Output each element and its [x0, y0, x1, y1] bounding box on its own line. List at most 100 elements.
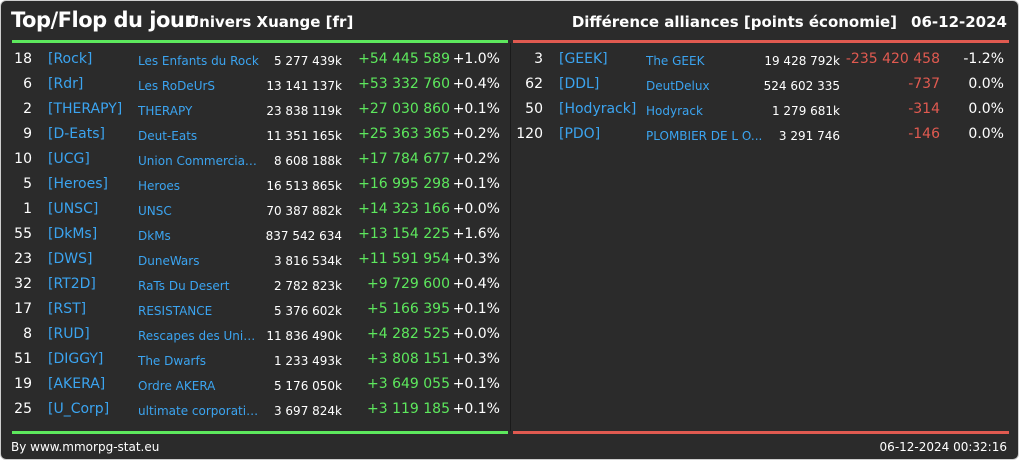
- header-right: Différence alliances [points économie] 06…: [572, 13, 1007, 31]
- alliance-tag-link[interactable]: [Heroes]: [48, 176, 108, 192]
- list-item: 25 [U_Corp] ultimate corporation 3 697 824k…: [12, 398, 508, 423]
- alliance-name-link[interactable]: Les RoDeUrS: [138, 79, 216, 93]
- rank: 55: [14, 226, 32, 242]
- rank: 9: [23, 126, 32, 142]
- percent: +0.0%: [452, 326, 500, 342]
- difference: +11 591 954: [358, 251, 450, 267]
- difference: +25 363 365: [358, 126, 450, 142]
- alliance-name-link[interactable]: Heroes: [138, 179, 181, 193]
- rank: 23: [14, 251, 32, 267]
- alliance-name-link[interactable]: UNSC: [138, 204, 172, 218]
- points: 5 277 439k: [273, 54, 342, 68]
- alliance-tag-link[interactable]: [DkMs]: [48, 226, 98, 242]
- top-losers-list: 3 [GEEK] The GEEK 19 428 792k -235 420 458 -1…: [513, 48, 1009, 148]
- difference: +3 119 185: [367, 401, 450, 417]
- alliance-tag-link[interactable]: [D-Eats]: [48, 126, 105, 142]
- rank: 6: [23, 76, 32, 92]
- points: 3 816 534k: [273, 254, 342, 268]
- list-item: 5 [Heroes] Heroes 16 513 865k +16 995 298 +0.…: [12, 173, 508, 198]
- alliance-tag-link[interactable]: [THERAPY]: [48, 101, 123, 117]
- difference: +9 729 600: [367, 276, 450, 292]
- alliance-name-link[interactable]: The Dwarfs: [138, 354, 206, 368]
- list-item: 17 [RST] RESISTANCE 5 376 602k +5 166 395 +0.…: [12, 298, 508, 323]
- alliance-name-link[interactable]: RESISTANCE: [138, 304, 213, 318]
- list-item: 18 [Rock] Les Enfants du Rock 5 277 439k +54…: [12, 48, 508, 73]
- list-item: 19 [AKERA] Ordre AKERA 5 176 050k +3 649 055…: [12, 373, 508, 398]
- list-item: 8 [RUD] Rescapes des Univ... 11 836 490k +4 …: [12, 323, 508, 348]
- rank: 10: [14, 151, 32, 167]
- list-item: 10 [UCG] Union Commerciale... 8 608 188k +17…: [12, 148, 508, 173]
- difference: +27 030 860: [358, 101, 450, 117]
- alliance-name-link[interactable]: Deut-Eats: [138, 129, 198, 143]
- percent: 0.0%: [968, 76, 1004, 92]
- alliance-tag-link[interactable]: [PDO]: [559, 126, 601, 142]
- rank: 18: [14, 51, 32, 67]
- alliance-tag-link[interactable]: [GEEK]: [559, 51, 608, 67]
- difference: +14 323 166: [358, 201, 450, 217]
- generated-timestamp: 06-12-2024 00:32:16: [879, 440, 1007, 454]
- alliance-tag-link[interactable]: [UNSC]: [48, 201, 99, 217]
- list-item: 120 [PDO] PLOMBIER DE L O... 3 291 746 -146 0…: [513, 123, 1009, 148]
- difference: +17 784 677: [358, 151, 450, 167]
- alliance-name-link[interactable]: THERAPY: [138, 104, 193, 118]
- alliance-tag-link[interactable]: [DIGGY]: [48, 351, 104, 367]
- page-title: Top/Flop du jour: [11, 8, 195, 32]
- list-item: 62 [DDL] DeutDelux 524 602 335 -737 0.0%: [513, 73, 1009, 98]
- list-item: 6 [Rdr] Les RoDeUrS 13 141 137k +53 332 760 +…: [12, 73, 508, 98]
- difference: -146: [908, 126, 940, 142]
- bottom-divider-loss: [513, 431, 1009, 434]
- points: 23 838 119k: [266, 104, 342, 118]
- alliance-name-link[interactable]: ultimate corporation: [138, 404, 260, 418]
- points: 70 387 882k: [266, 204, 342, 218]
- alliance-tag-link[interactable]: [UCG]: [48, 151, 90, 167]
- alliance-name-link[interactable]: Ordre AKERA: [138, 379, 216, 393]
- difference: +54 445 589: [358, 51, 450, 67]
- rank: 51: [14, 351, 32, 367]
- difference: +16 995 298: [358, 176, 450, 192]
- difference: +5 166 395: [367, 301, 450, 317]
- alliance-tag-link[interactable]: [Rock]: [48, 51, 93, 67]
- alliance-tag-link[interactable]: [Hodyrack]: [559, 101, 637, 117]
- rank: 17: [14, 301, 32, 317]
- rank: 3: [534, 51, 543, 67]
- points: 3 291 746: [778, 129, 840, 143]
- difference: -314: [908, 101, 940, 117]
- list-item: 50 [Hodyrack] Hodyrack 1 279 681k -314 0.0%: [513, 98, 1009, 123]
- rank: 1: [23, 201, 32, 217]
- alliance-tag-link[interactable]: [U_Corp]: [48, 401, 110, 417]
- alliance-tag-link[interactable]: [RST]: [48, 301, 87, 317]
- difference: +3 649 055: [367, 376, 450, 392]
- points: 11 836 490k: [266, 329, 342, 343]
- alliance-tag-link[interactable]: [Rdr]: [48, 76, 84, 92]
- universe-subtitle: Univers Xuange [fr]: [187, 13, 354, 31]
- alliance-tag-link[interactable]: [DDL]: [559, 76, 600, 92]
- alliance-tag-link[interactable]: [AKERA]: [48, 376, 106, 392]
- alliance-name-link[interactable]: RaTs Du Desert: [138, 279, 230, 293]
- alliance-name-link[interactable]: DkMs: [138, 229, 171, 243]
- rank: 2: [23, 101, 32, 117]
- percent: +0.1%: [452, 301, 500, 317]
- list-item: 2 [THERAPY] THERAPY 23 838 119k +27 030 860 +…: [12, 98, 508, 123]
- alliance-name-link[interactable]: Rescapes des Univ...: [138, 329, 260, 343]
- percent: +1.0%: [452, 51, 500, 67]
- alliance-tag-link[interactable]: [DWS]: [48, 251, 93, 267]
- points: 5 376 602k: [273, 304, 342, 318]
- list-item: 51 [DIGGY] The Dwarfs 1 233 493k +3 808 151 +…: [12, 348, 508, 373]
- percent: +0.2%: [452, 126, 500, 142]
- percent: +0.3%: [452, 251, 500, 267]
- alliance-name-link[interactable]: Les Enfants du Rock: [138, 54, 259, 68]
- percent: 0.0%: [968, 126, 1004, 142]
- difference: +53 332 760: [358, 76, 450, 92]
- percent: +0.4%: [452, 276, 500, 292]
- list-item: 32 [RT2D] RaTs Du Desert 2 782 823k +9 729 6…: [12, 273, 508, 298]
- alliance-name-link[interactable]: DuneWars: [138, 254, 200, 268]
- rank: 25: [14, 401, 32, 417]
- rank: 50: [525, 101, 543, 117]
- alliance-name-link[interactable]: Union Commerciale...: [138, 154, 260, 168]
- source-credit: By www.mmorpg-stat.eu: [11, 440, 160, 454]
- points: 1 233 493k: [273, 354, 342, 368]
- alliance-tag-link[interactable]: [RUD]: [48, 326, 90, 342]
- percent: +0.4%: [452, 76, 500, 92]
- alliance-tag-link[interactable]: [RT2D]: [48, 276, 96, 292]
